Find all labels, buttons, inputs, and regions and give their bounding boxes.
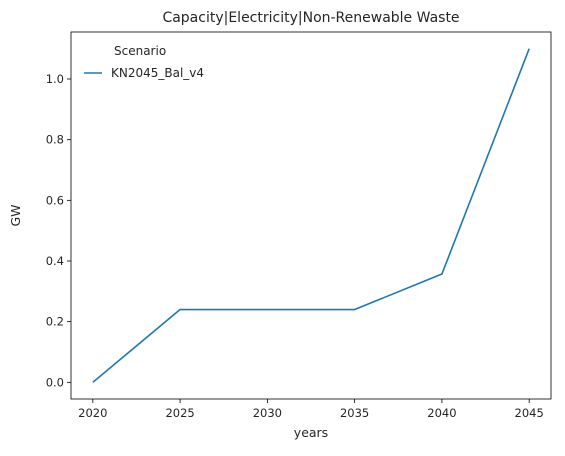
x-tick-label: 2020: [78, 406, 107, 420]
chart-title: Capacity|Electricity|Non-Renewable Waste: [162, 10, 459, 26]
x-tick-label: 2045: [515, 406, 544, 420]
legend: Scenario KN2045_Bal_v4: [84, 44, 204, 80]
series-lines: [92, 48, 530, 383]
y-tick-label: 0.8: [46, 133, 64, 147]
x-axis-label: years: [294, 425, 328, 440]
series-line: [92, 48, 530, 383]
plot-area-frame: [70, 31, 552, 400]
y-axis-label: GW: [8, 204, 23, 226]
y-tick-label: 0.2: [46, 315, 64, 329]
x-axis-ticks: 2020 2025 2030 2035 2040 2045: [78, 399, 544, 420]
legend-entry-label: KN2045_Bal_v4: [111, 66, 204, 80]
legend-title: Scenario: [114, 44, 166, 58]
y-tick-label: 1.0: [46, 72, 64, 86]
y-axis-ticks: 0.0 0.2 0.4 0.6 0.8 1.0: [46, 72, 71, 389]
x-tick-label: 2030: [253, 406, 282, 420]
x-tick-label: 2040: [427, 406, 456, 420]
x-tick-label: 2035: [340, 406, 369, 420]
y-tick-label: 0.4: [46, 254, 64, 268]
y-tick-label: 0.0: [46, 375, 64, 389]
x-tick-label: 2025: [165, 406, 194, 420]
y-tick-label: 0.6: [46, 193, 64, 207]
